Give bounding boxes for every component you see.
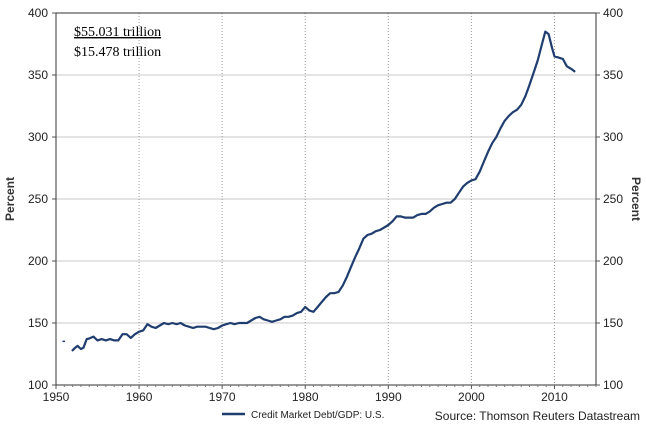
x-tick-label: 2010 xyxy=(541,390,568,404)
source-note: Source: Thomson Reuters Datastream xyxy=(435,409,640,423)
x-axis: 1950 1960 1970 1980 1990 2000 2010 xyxy=(43,385,597,404)
x-tick-label: 1970 xyxy=(209,390,236,404)
x-tick-label: 1950 xyxy=(43,390,70,404)
grid xyxy=(56,13,596,385)
y-tick-label-left: 250 xyxy=(28,192,48,206)
series-line-0 xyxy=(71,30,576,352)
legend: Credit Market Debt/GDP: U.S. xyxy=(222,410,384,421)
y-tick-label-right: 150 xyxy=(603,316,623,330)
x-tick-label: 1980 xyxy=(292,390,319,404)
y-tick-label-left: 150 xyxy=(28,316,48,330)
y-tick-label-left: 350 xyxy=(28,68,48,82)
y-axis-left: 100 150 200 250 300 350 400 xyxy=(28,6,56,392)
legend-label: Credit Market Debt/GDP: U.S. xyxy=(251,410,384,421)
y-tick-label-left: 200 xyxy=(28,254,48,268)
y-tick-label-right: 200 xyxy=(603,254,623,268)
x-tick-label: 1960 xyxy=(126,390,153,404)
annotation-gdp: $15.478 trillion xyxy=(74,45,161,60)
annotation-credit-market-debt: $55.031 trillion xyxy=(74,25,161,40)
y-tick-label-right: 250 xyxy=(603,192,623,206)
y-tick-label-left: 100 xyxy=(28,378,48,392)
y-tick-label-right: 300 xyxy=(603,130,623,144)
y-axis-title-left: Percent xyxy=(3,177,17,221)
y-tick-label-left: 300 xyxy=(28,130,48,144)
y-axis-right: 100 150 200 250 300 350 400 xyxy=(596,6,623,392)
series-layer xyxy=(62,30,576,352)
y-tick-label-right: 350 xyxy=(603,68,623,82)
x-tick-label: 1990 xyxy=(375,390,402,404)
y-tick-label-left: 400 xyxy=(28,6,48,20)
y-tick-label-right: 400 xyxy=(603,6,623,20)
x-tick-label: 2000 xyxy=(458,390,485,404)
y-tick-label-right: 100 xyxy=(603,378,623,392)
y-axis-title-right: Percent xyxy=(629,177,643,221)
